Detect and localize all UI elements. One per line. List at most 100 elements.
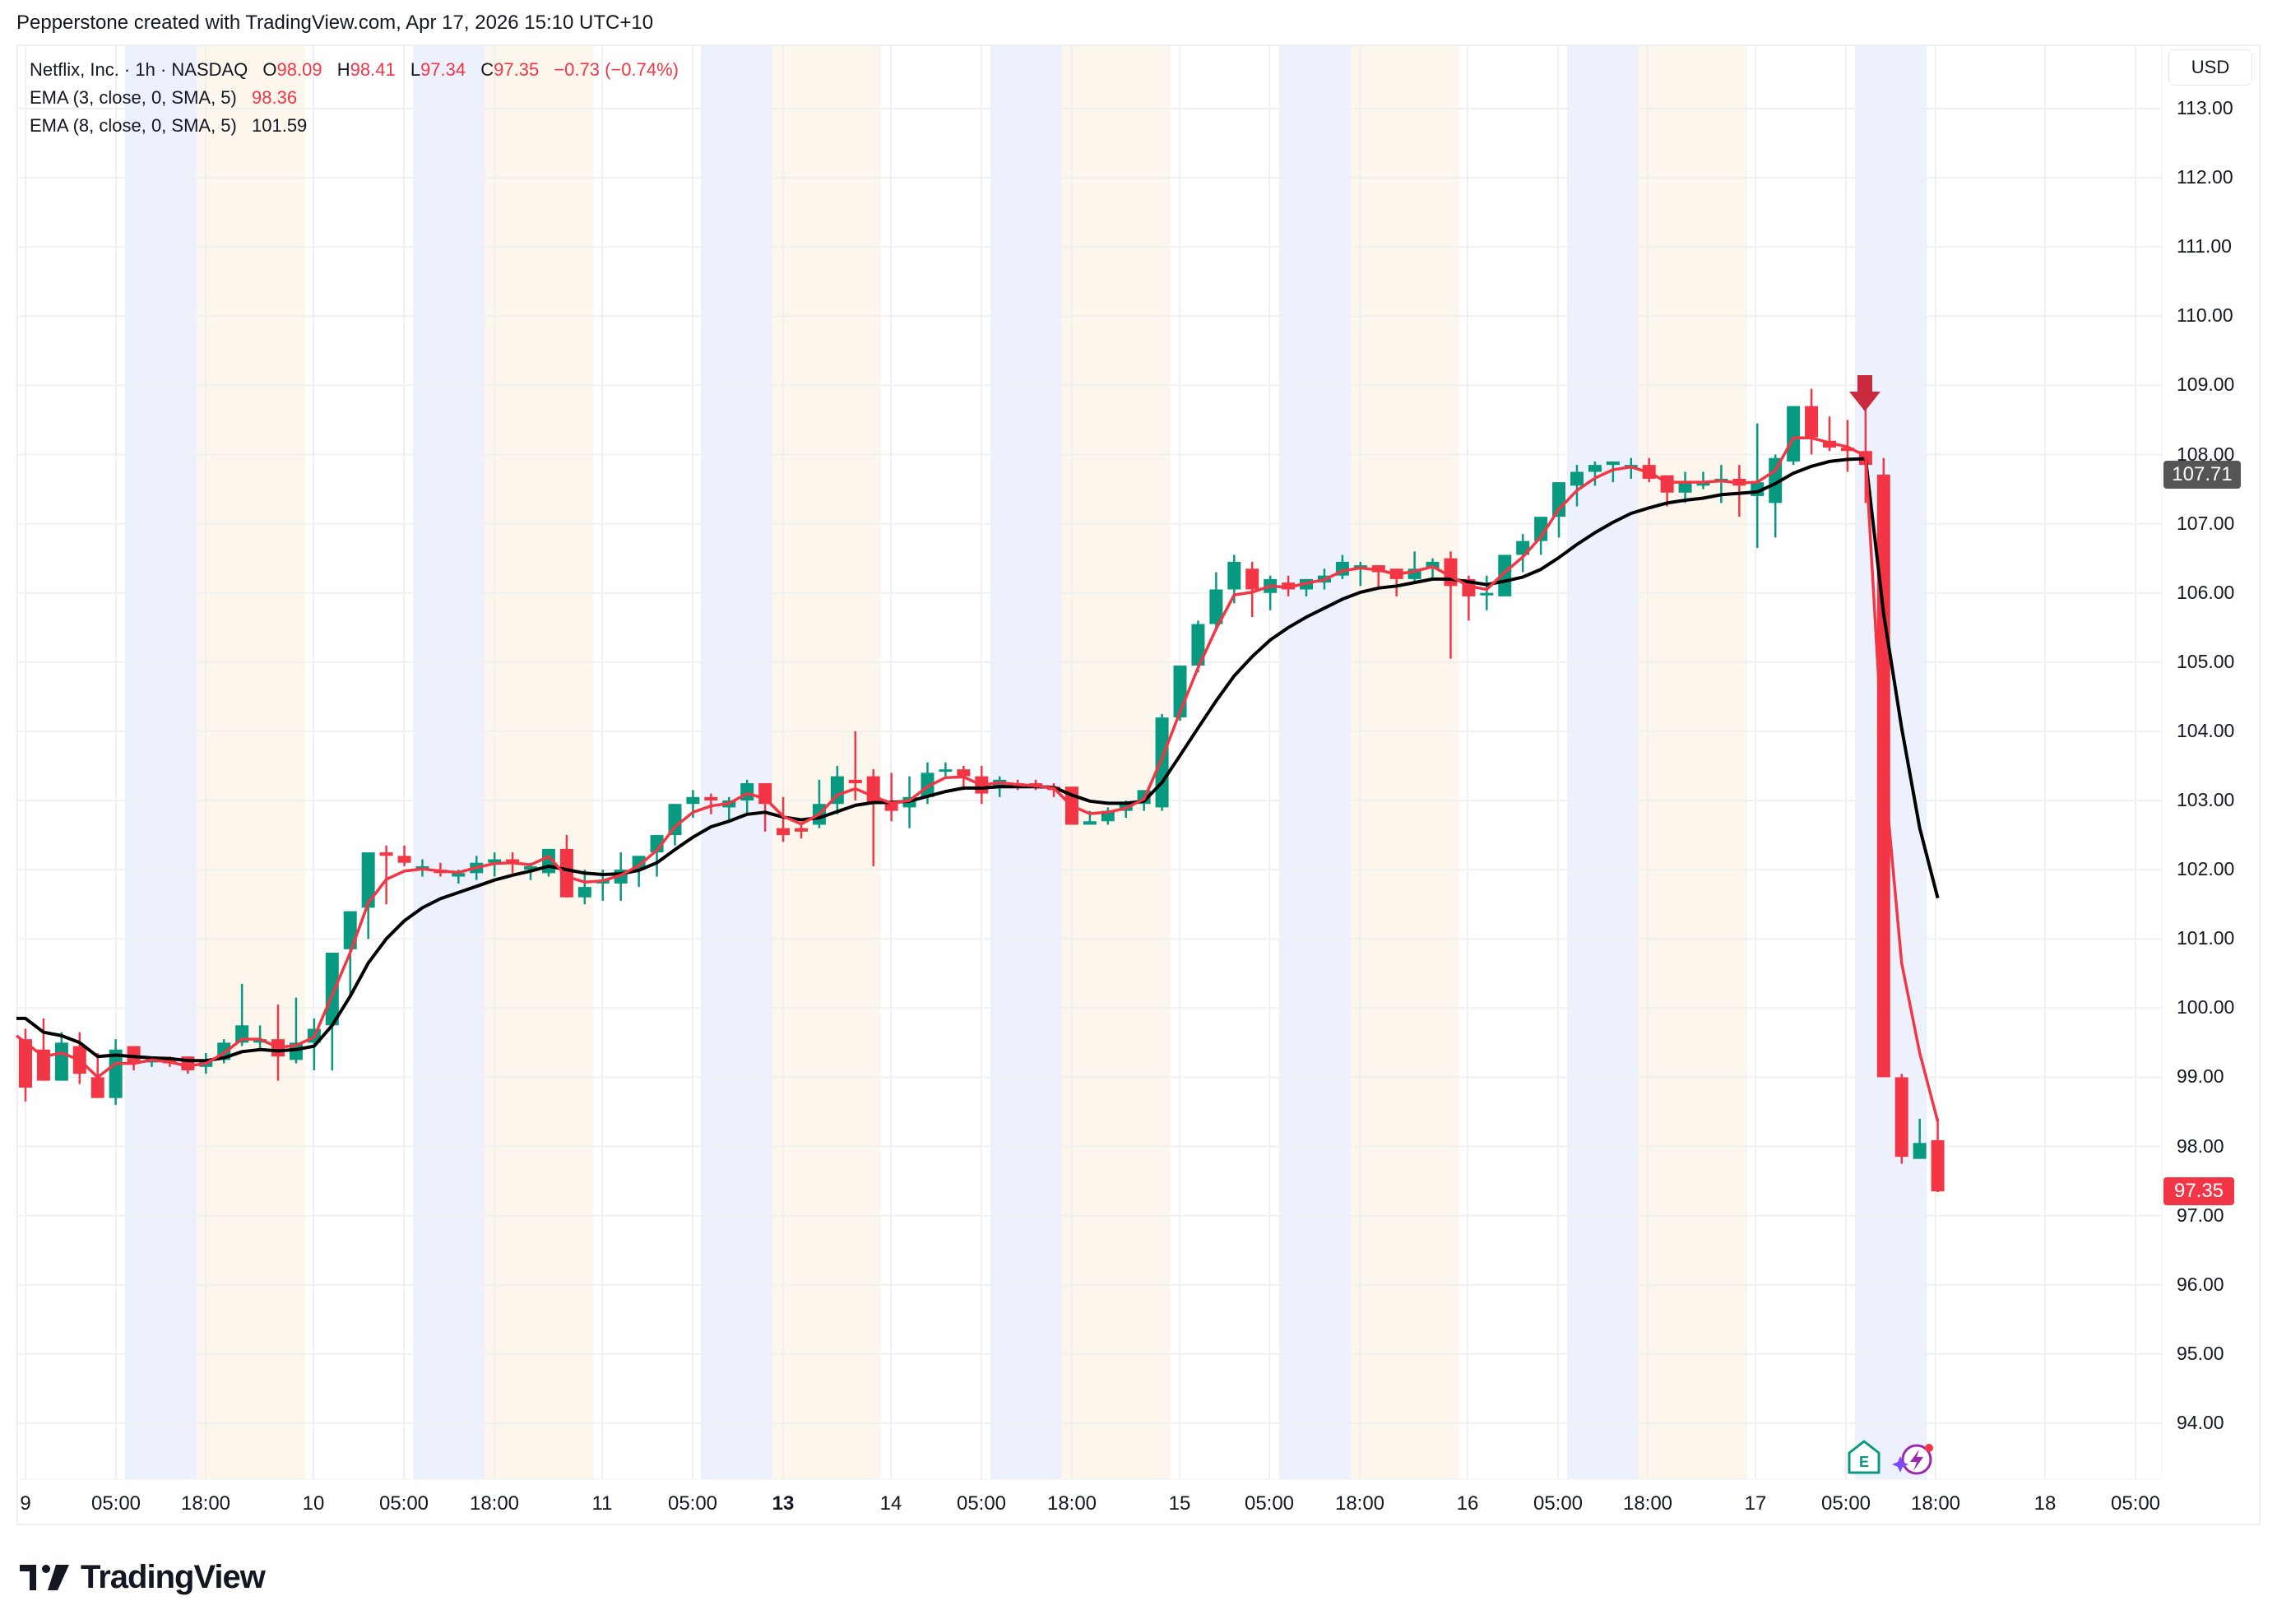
price-tick-label: 111.00 <box>2177 235 2232 258</box>
close-label: C <box>480 59 494 80</box>
candle <box>794 824 808 839</box>
price-tick-label: 106.00 <box>2177 581 2235 603</box>
candle <box>1931 1118 1945 1193</box>
candle <box>884 773 898 822</box>
price-tick-label: 97.00 <box>2177 1204 2224 1226</box>
open-value: 98.09 <box>276 59 322 80</box>
candle <box>559 835 573 898</box>
low-value: 97.34 <box>420 59 466 80</box>
price-tick-label: 110.00 <box>2177 304 2233 327</box>
premarket-band <box>413 46 485 1479</box>
earnings-icon[interactable]: E <box>1848 1440 1880 1474</box>
candle <box>777 796 791 842</box>
ema-fast-line <box>15 436 1940 1122</box>
postmarket-band <box>1351 46 1459 1479</box>
time-tick-label: 18 <box>2034 1492 2057 1515</box>
premarket-band <box>701 46 772 1479</box>
candle <box>668 804 682 846</box>
chart-frame <box>16 44 2261 1525</box>
ema-slow-line <box>16 457 1940 1063</box>
time-tick-label: 14 <box>879 1492 902 1515</box>
candle <box>1769 454 1783 538</box>
chart-legend: Netflix, Inc. · 1h · NASDAQ O98.09 H98.4… <box>30 56 679 140</box>
time-tick-label: 18:00 <box>1622 1492 1673 1515</box>
candle <box>127 1046 141 1070</box>
high-value: 98.41 <box>350 59 396 80</box>
candle <box>1805 388 1819 455</box>
price-tick-label: 94.00 <box>2177 1411 2224 1433</box>
candle <box>1191 620 1205 673</box>
candle <box>379 845 393 905</box>
premarket-band <box>990 46 1062 1479</box>
postmarket-band <box>1062 46 1171 1479</box>
candle <box>1498 554 1512 596</box>
postmarket-band <box>772 46 881 1479</box>
candle <box>577 870 591 905</box>
candle <box>1787 406 1801 466</box>
candle <box>704 793 718 814</box>
sell-signal-arrow-icon <box>1849 375 1880 411</box>
time-tick-label: 16 <box>1456 1492 1479 1515</box>
postmarket-band <box>197 46 305 1479</box>
price-tick-label: 107.00 <box>2177 512 2235 534</box>
time-tick-label: 05:00 <box>1533 1492 1584 1515</box>
time-tick-label: 05:00 <box>90 1492 141 1515</box>
postmarket-band <box>1639 46 1747 1479</box>
time-tick-label: 18:00 <box>1334 1492 1385 1515</box>
time-tick-label: 05:00 <box>2110 1492 2161 1515</box>
close-value: 97.35 <box>494 59 540 80</box>
time-tick-label: 17 <box>1744 1492 1767 1515</box>
candle <box>1751 423 1765 549</box>
low-label: L <box>410 59 421 80</box>
chart-caption: Pepperstone created with TradingView.com… <box>16 12 654 34</box>
change-value: −0.73 (−0.74%) <box>554 59 679 80</box>
ema-fast-legend-row[interactable]: EMA (3, close, 0, SMA, 5) 98.36 <box>30 84 679 112</box>
candle <box>1894 1074 1908 1164</box>
price-tick-label: 113.00 <box>2177 97 2233 118</box>
price-tick-label: 100.00 <box>2177 996 2235 1018</box>
ema-slow-legend-row[interactable]: EMA (8, close, 0, SMA, 5) 101.59 <box>30 112 679 140</box>
price-tick-label: 103.00 <box>2177 789 2235 810</box>
news-lightning-icon[interactable] <box>1892 1444 1933 1475</box>
time-tick-label: 05:00 <box>667 1492 718 1515</box>
ema-fast-value: 98.36 <box>252 87 298 108</box>
postmarket-band <box>485 46 593 1479</box>
candle <box>1570 465 1584 507</box>
time-tick-label: 9 <box>20 1492 31 1515</box>
ema-slow-value: 101.59 <box>252 115 308 136</box>
candle <box>1606 461 1620 483</box>
open-label: O <box>262 59 277 80</box>
symbol-name: Netflix, Inc. · 1h · NASDAQ <box>30 59 248 80</box>
time-tick-label: 10 <box>302 1492 325 1515</box>
ema-slow-label: EMA (8, close, 0, SMA, 5) <box>30 115 237 136</box>
time-tick-label: 11 <box>591 1492 613 1515</box>
time-tick-label: 18:00 <box>1910 1492 1961 1515</box>
time-tick-label: 15 <box>1168 1492 1191 1515</box>
candle <box>1913 1118 1927 1159</box>
price-tick-label: 98.00 <box>2177 1134 2224 1157</box>
candle <box>1480 575 1494 610</box>
price-tick-label: 96.00 <box>2177 1273 2224 1295</box>
price-tick-label: 99.00 <box>2177 1065 2224 1088</box>
premarket-band <box>1855 46 1927 1479</box>
svg-text:E: E <box>1859 1454 1869 1470</box>
currency-button[interactable]: USD <box>2168 49 2252 86</box>
time-tick-label: 05:00 <box>378 1492 429 1515</box>
tradingview-logo[interactable]: TradingView <box>20 1559 266 1596</box>
premarket-band <box>1567 46 1639 1479</box>
price-tick-label: 101.00 <box>2177 927 2235 949</box>
candle <box>1696 471 1710 490</box>
symbol-legend-row[interactable]: Netflix, Inc. · 1h · NASDAQ O98.09 H98.4… <box>30 56 679 84</box>
candle <box>1155 713 1169 811</box>
time-tick-label: 05:00 <box>1820 1492 1871 1515</box>
time-tick-label: 18:00 <box>469 1492 520 1515</box>
candle <box>36 1018 50 1081</box>
ema-fast-label: EMA (3, close, 0, SMA, 5) <box>30 87 237 108</box>
premarket-band <box>125 46 197 1479</box>
candle <box>1264 575 1278 610</box>
price-tick-label: 102.00 <box>2177 858 2235 880</box>
tradingview-logo-icon <box>20 1564 69 1590</box>
time-tick-label: 18:00 <box>180 1492 231 1515</box>
candle <box>1209 572 1223 631</box>
